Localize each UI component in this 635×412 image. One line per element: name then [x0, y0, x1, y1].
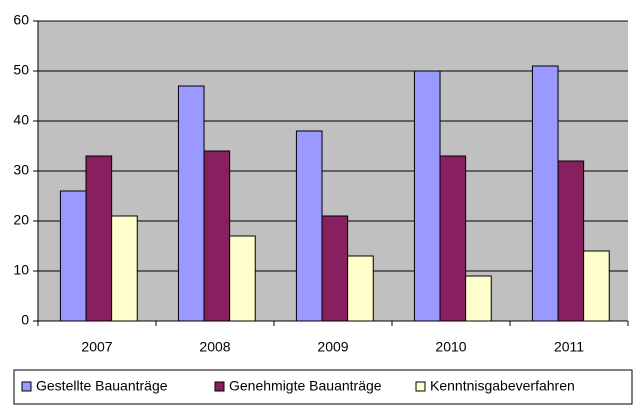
y-tick-label: 10	[13, 262, 29, 278]
y-tick-label: 50	[13, 62, 29, 78]
legend-swatch	[415, 381, 426, 392]
legend-box	[13, 369, 633, 405]
y-tick-label: 20	[13, 212, 29, 228]
bar	[295, 130, 323, 322]
legend-label: Kenntnisgabeverfahren	[430, 378, 575, 394]
x-tick-label: 2009	[317, 339, 348, 355]
bar	[413, 70, 441, 322]
y-tick-label: 0	[21, 312, 29, 328]
bar	[59, 190, 87, 322]
bar	[439, 155, 467, 322]
x-tick-label: 2011	[554, 339, 584, 355]
y-tick-label: 60	[13, 12, 29, 28]
y-tick-label: 40	[13, 112, 29, 128]
bar	[85, 155, 113, 322]
bar	[583, 250, 610, 322]
legend-label: Gestellte Bauanträge	[36, 378, 168, 394]
bar	[111, 215, 138, 322]
bar	[203, 150, 231, 322]
legend-label: Genehmigte Bauanträge	[229, 378, 382, 394]
bar	[321, 215, 349, 322]
legend-swatch	[214, 381, 225, 392]
x-tick-label: 2008	[199, 339, 230, 355]
bar	[465, 275, 492, 322]
bar	[177, 85, 205, 322]
y-tick-label: 30	[13, 162, 29, 178]
bar	[531, 65, 559, 322]
bar	[229, 235, 256, 322]
bar	[347, 255, 374, 322]
x-tick-label: 2010	[435, 339, 466, 355]
legend-swatch	[21, 381, 32, 392]
bar	[557, 160, 585, 322]
x-tick-label: 2007	[81, 339, 112, 355]
